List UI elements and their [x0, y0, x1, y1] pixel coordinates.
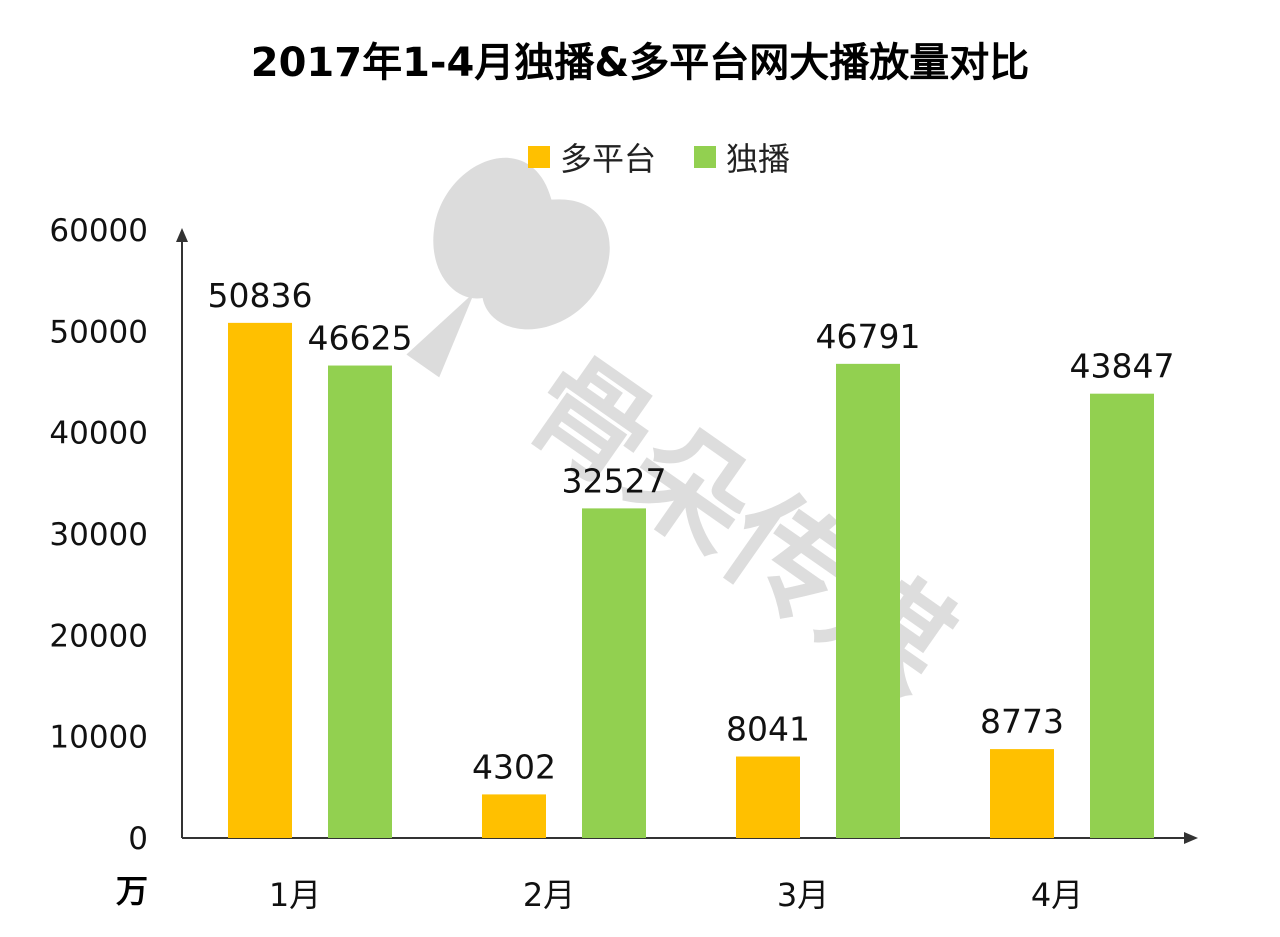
- x-axis-arrow-icon: [1184, 832, 1198, 844]
- legend-swatch: [694, 146, 716, 168]
- chart-title: 2017年1-4月独播&多平台网大播放量对比: [251, 40, 1029, 86]
- flower-logo-icon: [406, 157, 610, 378]
- bar: [328, 365, 392, 838]
- data-label: 8041: [726, 710, 810, 749]
- legend-label: 多平台: [560, 140, 656, 178]
- y-axis: [176, 228, 188, 838]
- bar: [836, 363, 900, 838]
- data-label: 46625: [308, 319, 413, 358]
- category-label: 1月: [269, 876, 321, 914]
- bar: [736, 756, 800, 838]
- category-label: 4月: [1031, 876, 1083, 914]
- bar: [990, 749, 1054, 838]
- y-tick-label: 30000: [49, 517, 148, 553]
- category-labels: 1月 2月 3月 4月: [269, 876, 1083, 914]
- unit-label: 万: [116, 872, 148, 910]
- bars: [228, 322, 1154, 838]
- data-label: 50836: [208, 276, 313, 315]
- watermark: 骨朵传媒: [406, 157, 976, 721]
- y-tick-label: 10000: [49, 720, 148, 756]
- y-tick-label: 40000: [49, 416, 148, 452]
- category-label: 2月: [523, 876, 575, 914]
- legend: 多平台 独播: [528, 140, 790, 178]
- bar: [228, 322, 292, 838]
- y-axis-arrow-icon: [176, 228, 188, 242]
- data-label: 4302: [472, 747, 556, 786]
- bar: [582, 508, 646, 838]
- category-label: 3月: [777, 876, 829, 914]
- legend-swatch: [528, 146, 550, 168]
- y-tick-label: 20000: [49, 618, 148, 654]
- y-tick-label: 60000: [49, 213, 148, 249]
- data-label: 32527: [562, 461, 667, 500]
- y-tick-labels: 0 10000 20000 30000 40000 50000 60000: [49, 213, 148, 857]
- bar: [1090, 393, 1154, 838]
- data-labels: 50836 46625 4302 32527 8041 46791 8773 43847: [208, 276, 1175, 787]
- data-label: 43847: [1070, 347, 1175, 386]
- y-tick-label: 50000: [49, 314, 148, 350]
- legend-label: 独播: [726, 140, 790, 178]
- watermark-text: 骨朵传媒: [502, 331, 976, 721]
- y-tick-label: 0: [128, 821, 148, 857]
- bar: [482, 794, 546, 838]
- data-label: 8773: [980, 702, 1064, 741]
- data-label: 46791: [816, 317, 921, 356]
